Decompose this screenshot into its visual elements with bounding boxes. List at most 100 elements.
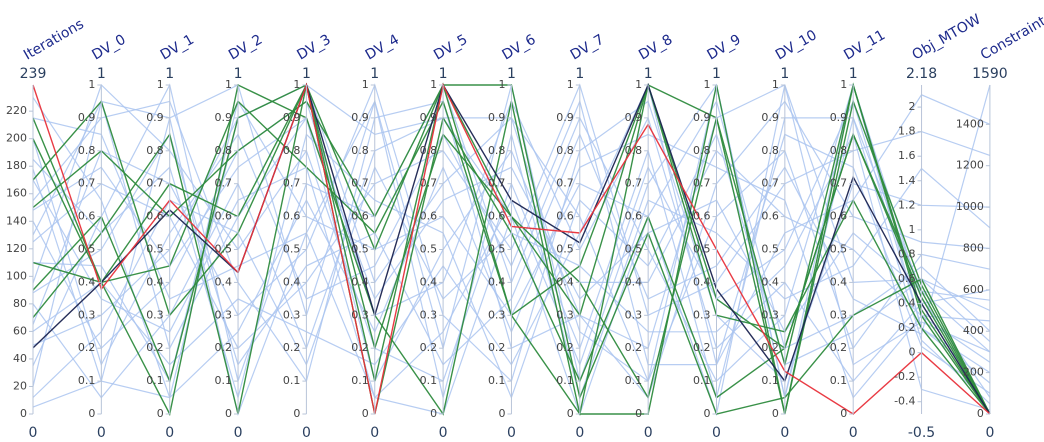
tick-label: 0.1	[215, 374, 233, 387]
tick-label: 0.5	[351, 243, 369, 256]
tick-label: 0.6	[625, 210, 643, 223]
tick-label: 0	[498, 407, 505, 420]
tick-label: 0	[157, 407, 164, 420]
tick-label: 0.9	[556, 111, 574, 124]
range-min: 0	[29, 425, 38, 441]
tick-label: 0.2	[146, 341, 164, 354]
tick-label: 200	[963, 366, 984, 379]
range-max: 239	[20, 66, 47, 82]
tick-label: 0.8	[625, 144, 643, 157]
tick-label: 0.8	[761, 144, 779, 157]
axis-title: DV_5	[431, 32, 470, 64]
range-min: 0	[234, 425, 243, 441]
tick-label: 0.4	[215, 275, 233, 288]
tick-label: 80	[13, 297, 27, 310]
tick-label: 180	[6, 159, 27, 172]
range-min: 0	[507, 425, 516, 441]
axis-title: DV_11	[841, 27, 888, 63]
tick-label: 0.4	[351, 275, 369, 288]
range-max: 1	[165, 66, 174, 82]
tick-label: 220	[6, 104, 27, 117]
tick-label: 0.8	[215, 144, 233, 157]
tick-label: 1	[430, 78, 437, 91]
tick-label: 1200	[956, 159, 984, 172]
tick-label: 0.8	[78, 144, 96, 157]
range-max: 1	[644, 66, 653, 82]
tick-label: 0.9	[761, 111, 779, 124]
tick-label: 0.2	[556, 341, 574, 354]
tick-label: 0.7	[556, 177, 574, 190]
tick-label: 0.3	[146, 308, 164, 321]
tick-label: 1	[635, 78, 642, 91]
tick-label: 0.3	[78, 308, 96, 321]
tick-label: 0.5	[78, 243, 96, 256]
tick-label: 0.3	[215, 308, 233, 321]
tick-label: 0.7	[283, 177, 301, 190]
tick-label: 1	[362, 78, 369, 91]
tick-label: 0.3	[625, 308, 643, 321]
tick-label: 0.4	[898, 297, 916, 310]
tick-label: 0.5	[830, 243, 848, 256]
range-min: 0	[370, 425, 379, 441]
tick-label: 1	[498, 78, 505, 91]
tick-label: 0.6	[283, 210, 301, 223]
range-max: 2.18	[906, 66, 937, 82]
tick-label: -0.4	[894, 395, 915, 408]
range-max: 1	[97, 66, 106, 82]
range-min: 0	[575, 425, 584, 441]
tick-label: 0.3	[351, 308, 369, 321]
tick-label: 0.6	[488, 210, 506, 223]
tick-label: 800	[963, 241, 984, 254]
tick-label: 0	[225, 407, 232, 420]
tick-label: 0	[977, 407, 984, 420]
axis-title: Iterations	[21, 16, 87, 63]
axis-title: DV_7	[568, 32, 607, 64]
tick-label: 0.5	[488, 243, 506, 256]
tick-label: 400	[963, 324, 984, 337]
tick-label: 0.5	[420, 243, 438, 256]
tick-label: 0.7	[215, 177, 233, 190]
tick-label: 0.7	[78, 177, 96, 190]
range-max: 1	[234, 66, 243, 82]
tick-label: 0.1	[420, 374, 438, 387]
tick-label: 0.2	[693, 341, 711, 354]
tick-label: 600	[963, 283, 984, 296]
tick-label: 1	[88, 78, 95, 91]
tick-label: 0.4	[78, 275, 96, 288]
tick-label: 0.7	[420, 177, 438, 190]
range-max: 1	[780, 66, 789, 82]
tick-label: 0.6	[420, 210, 438, 223]
tick-label: 0.4	[146, 275, 164, 288]
tick-label: 1	[567, 78, 574, 91]
tick-label: 0	[635, 407, 642, 420]
tick-label: 1	[772, 78, 779, 91]
tick-label: 1	[909, 223, 916, 236]
tick-label: 0.5	[556, 243, 574, 256]
tick-label: 0	[430, 407, 437, 420]
tick-label: 1.6	[898, 149, 916, 162]
tick-label: 0.8	[420, 144, 438, 157]
tick-label: 0.6	[146, 210, 164, 223]
tick-label: 0.4	[488, 275, 506, 288]
range-min: 0	[780, 425, 789, 441]
tick-label: 0.4	[625, 275, 643, 288]
tick-label: 0.2	[283, 341, 301, 354]
tick-label: 0.7	[830, 177, 848, 190]
axis-title: DV_0	[89, 32, 128, 64]
tick-label: 0.7	[625, 177, 643, 190]
tick-label: 40	[13, 352, 27, 365]
axis-title: DV_6	[499, 32, 538, 64]
tick-label: 0.5	[625, 243, 643, 256]
tick-label: 0.3	[556, 308, 574, 321]
tick-label: 1	[704, 78, 711, 91]
tick-label: 0	[362, 407, 369, 420]
tick-label: 1.8	[898, 125, 916, 138]
tick-label: 0.2	[830, 341, 848, 354]
tick-label: 0.7	[761, 177, 779, 190]
tick-label: 0.9	[283, 111, 301, 124]
tick-label: 0.9	[830, 111, 848, 124]
tick-label: 0.8	[556, 144, 574, 157]
tick-label: 0.5	[761, 243, 779, 256]
tick-label: 0.3	[761, 308, 779, 321]
axis-title: DV_3	[294, 32, 333, 64]
